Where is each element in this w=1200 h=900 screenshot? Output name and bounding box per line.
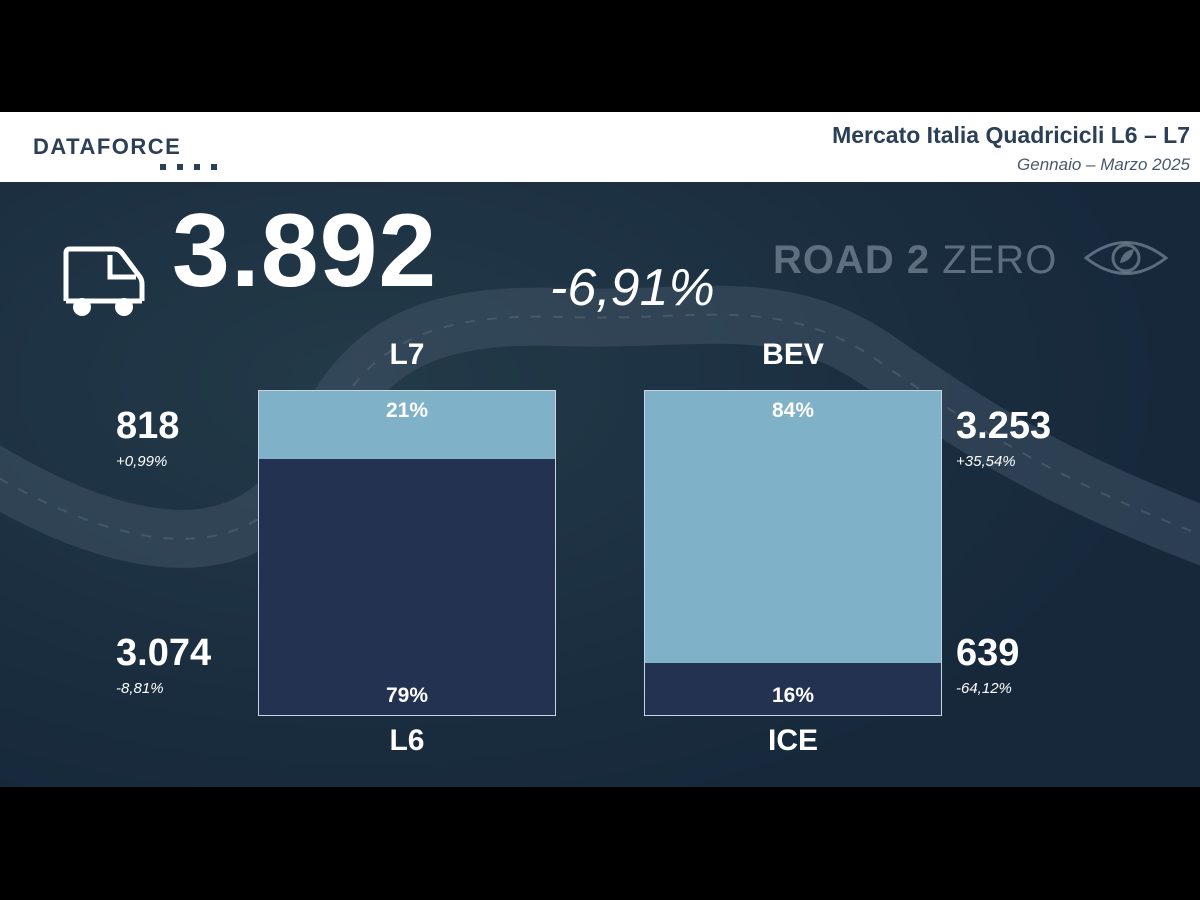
forest-road-background [0, 112, 1200, 787]
page-subtitle: Gennaio – Marzo 2025 [1017, 155, 1190, 174]
total-registrations: 3.892 [172, 193, 438, 309]
bar-segment-bev [645, 391, 941, 663]
road2zero-logo: ROAD 2 ZERO [773, 238, 1057, 283]
dataforce-logo: DATAFORCE [33, 134, 182, 159]
l6-units: 3.074 [116, 632, 212, 674]
bar-segment-ice [645, 663, 941, 715]
l7-units: 818 [116, 405, 180, 447]
l6-l7-stacked-bar: 21% 79% [258, 390, 556, 716]
chart1-top-label: L7 [389, 338, 425, 371]
header-bar: DATAFORCE Mercato Italia Quadricicli L6 … [0, 112, 1200, 182]
eye-leaf-icon [1083, 241, 1169, 275]
bar-label-l6: 79% [385, 684, 429, 707]
slide: DATAFORCE Mercato Italia Quadricicli L6 … [0, 112, 1200, 787]
l7-change: +0,99% [116, 453, 168, 470]
bar-label-bev: 84% [771, 399, 815, 422]
l6-change: -8,81% [116, 680, 164, 697]
road2zero-zero-text: ZERO [942, 238, 1058, 282]
total-change: -6,91% [550, 259, 715, 317]
bar-segment-l7 [259, 391, 555, 459]
chart2-bottom-label: ICE [767, 724, 818, 757]
road2zero-road-text: ROAD 2 [773, 238, 931, 282]
bar-label-l7: 21% [385, 399, 429, 422]
ice-units: 639 [956, 632, 1020, 674]
logo-dots [160, 157, 228, 175]
bev-units: 3.253 [956, 405, 1052, 447]
chart1-bottom-label: L6 [389, 724, 425, 757]
ice-change: -64,12% [956, 680, 1012, 697]
bar-segment-l6 [259, 459, 555, 715]
chart2-top-label: BEV [762, 338, 824, 371]
page-title: Mercato Italia Quadricicli L6 – L7 [832, 122, 1190, 148]
van-icon [63, 246, 145, 316]
bev-change: +35,54% [956, 453, 1016, 470]
ice-bev-stacked-bar: 84% 16% [644, 390, 942, 716]
bar-label-ice: 16% [771, 684, 815, 707]
